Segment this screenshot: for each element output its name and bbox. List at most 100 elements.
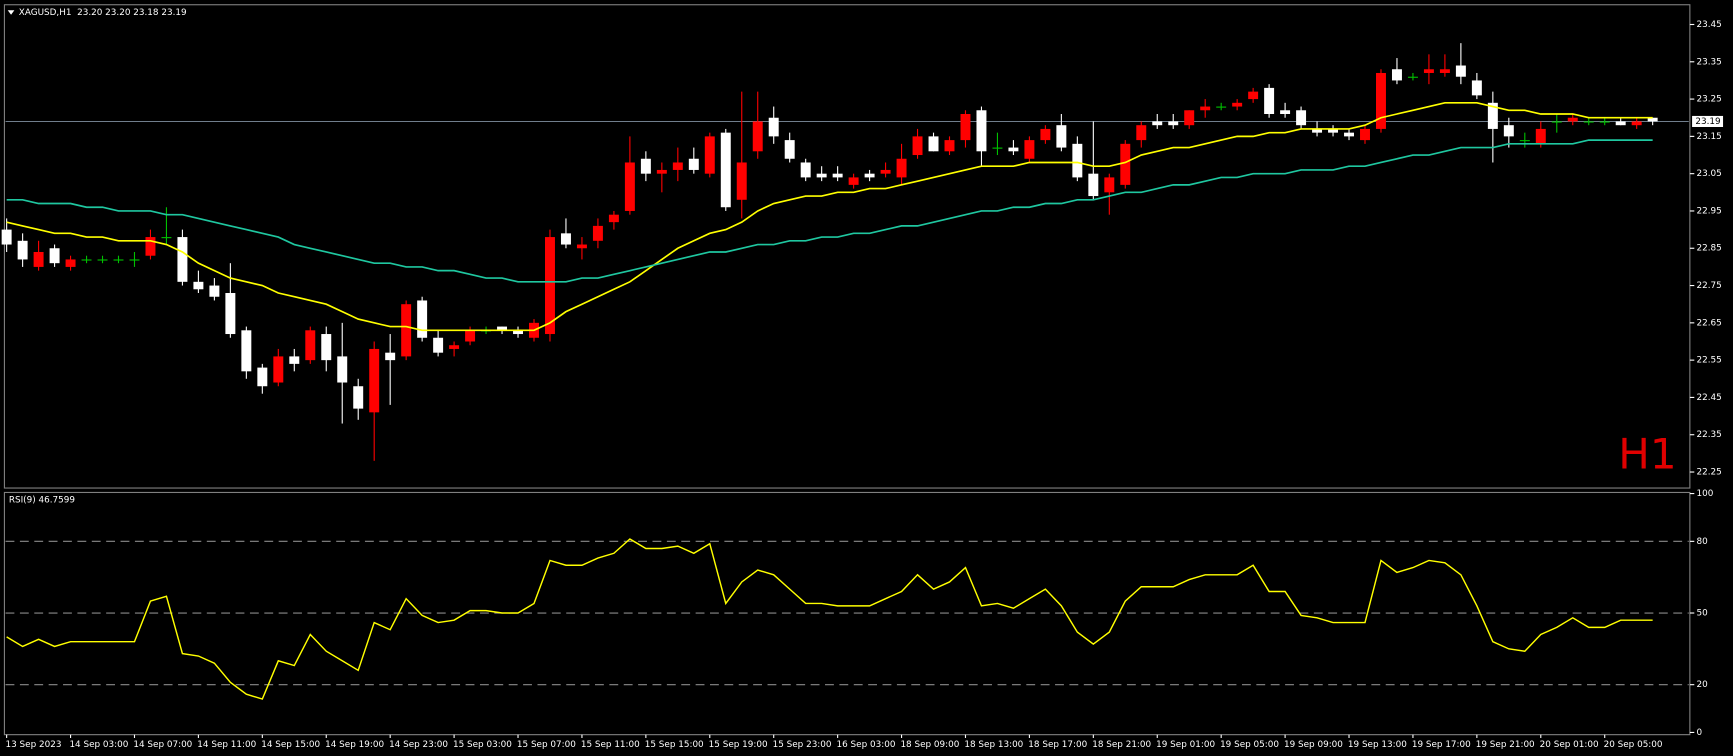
candle-body: [1168, 121, 1179, 126]
candle-body: [417, 300, 428, 338]
candle-body: [177, 237, 188, 282]
x-tick-label: 19 Sep 05:00: [1220, 740, 1279, 750]
candle-body: [433, 337, 444, 353]
candle-body: [976, 110, 987, 152]
candle-body: [1248, 91, 1259, 100]
main-panel: [3, 4, 1691, 489]
candle-body: [576, 244, 587, 249]
candle-body: [449, 345, 460, 349]
candle-body: [720, 132, 731, 208]
candle-body: [369, 348, 380, 413]
candle-body: [1423, 69, 1434, 73]
x-tick-label: 15 Sep 11:00: [581, 740, 640, 750]
x-tick-label: 15 Sep 03:00: [453, 740, 512, 750]
candle-body: [273, 356, 284, 383]
candle-body: [497, 326, 508, 331]
candle-body: [800, 162, 811, 178]
x-tick-label: 18 Sep 09:00: [900, 740, 959, 750]
candle-body: [1519, 140, 1530, 142]
y-tick-label: 23.25: [1697, 95, 1722, 105]
candle-body: [401, 304, 412, 357]
candle-body: [1056, 125, 1067, 148]
x-tick-label: 20 Sep 05:00: [1604, 740, 1663, 750]
candle-body: [1008, 147, 1019, 152]
candle-body: [752, 121, 763, 152]
y-tick-label: 22.55: [1697, 356, 1722, 366]
menu-arrow[interactable]: [7, 10, 15, 15]
candle-body: [1439, 69, 1450, 73]
candle-body: [1200, 106, 1211, 111]
x-tick-label: 15 Sep 15:00: [645, 740, 704, 750]
candle-body: [1136, 125, 1147, 141]
candle-body: [97, 259, 108, 261]
y-tick-label: 80: [1697, 537, 1709, 547]
x-tick-label: 15 Sep 07:00: [517, 740, 576, 750]
candle-body: [816, 173, 827, 178]
candle-body: [1216, 106, 1227, 108]
candle-body: [656, 169, 667, 174]
candle-body: [960, 114, 971, 141]
x-tick-label: 19 Sep 09:00: [1284, 740, 1343, 750]
candle-body: [1599, 121, 1610, 123]
candle-body: [1040, 128, 1051, 141]
candle-body: [209, 285, 220, 297]
rsi-line: [6, 538, 1653, 700]
x-tick-label: 14 Sep 23:00: [389, 740, 448, 750]
candle-body: [1503, 125, 1514, 137]
candle-body: [624, 162, 635, 211]
x-tick-label: 19 Sep 17:00: [1412, 740, 1471, 750]
candle-body: [928, 136, 939, 152]
y-tick-label: 20: [1697, 680, 1709, 690]
y-tick-label: 22.45: [1697, 393, 1722, 403]
candle-body: [465, 330, 476, 342]
candle-body: [688, 158, 699, 170]
x-tick-label: 15 Sep 19:00: [709, 740, 768, 750]
candle-body: [1312, 128, 1323, 133]
candle-body: [1391, 69, 1402, 81]
x-tick-label: 16 Sep 03:00: [837, 740, 896, 750]
y-tick-label: 22.65: [1697, 318, 1722, 328]
candle-body: [1551, 121, 1562, 123]
candle-body: [560, 233, 571, 245]
candle-body: [145, 237, 156, 256]
candle-body: [784, 140, 795, 159]
candle-body: [113, 259, 124, 261]
candle-body: [513, 330, 523, 335]
candle-body: [1615, 121, 1626, 126]
y-tick-label: 23.15: [1697, 132, 1722, 142]
candle-body: [193, 281, 204, 290]
candle-body: [992, 147, 1003, 149]
y-tick-label: 22.95: [1697, 206, 1722, 216]
y-tick-label: 23.45: [1697, 20, 1722, 30]
x-tick-label: 18 Sep 21:00: [1092, 740, 1151, 750]
candle-body: [848, 177, 859, 185]
current-price-label: 23.19: [1695, 117, 1720, 127]
candle-body: [1535, 128, 1546, 144]
candle-body: [1232, 102, 1243, 107]
candle-body: [1647, 117, 1658, 122]
y-tick-label: 0: [1697, 728, 1703, 738]
candle-body: [1088, 173, 1099, 197]
candle-body: [385, 352, 396, 361]
candle-body: [1455, 65, 1466, 77]
candle-body: [864, 173, 875, 178]
candle-body: [768, 117, 779, 137]
rsi-title: RSI(9) 46.7599: [9, 496, 75, 506]
x-tick-label: 19 Sep 01:00: [1156, 740, 1215, 750]
candle-body: [1264, 87, 1275, 115]
candle-body: [640, 158, 651, 174]
candle-body: [1024, 140, 1035, 159]
candle-body: [337, 356, 348, 383]
candle-body: [912, 136, 923, 156]
candle-body: [33, 251, 44, 267]
candle-body: [1567, 117, 1578, 122]
candle-body: [1120, 143, 1131, 185]
candle-body: [1471, 80, 1482, 96]
x-tick-label: 14 Sep 03:00: [69, 740, 128, 750]
candle-body: [257, 367, 268, 387]
candle-body: [1, 229, 12, 245]
x-tick-label: 14 Sep 07:00: [133, 740, 192, 750]
candle-body: [608, 214, 619, 223]
